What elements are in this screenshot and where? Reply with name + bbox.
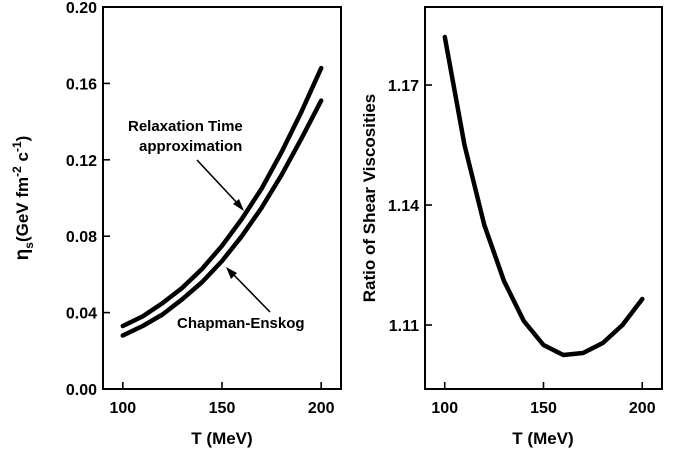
right-x-tick-label: 200 bbox=[629, 400, 656, 417]
left-y-axis-label: ηs(GeV fm-2 c-1) bbox=[10, 136, 36, 261]
right-y-axis-label: Ratio of Shear Viscosities bbox=[360, 94, 379, 302]
right-x-tick-label: 150 bbox=[530, 400, 557, 417]
left-x-axis-label: T (MeV) bbox=[191, 429, 252, 448]
right-plot-frame bbox=[424, 6, 663, 390]
annotation-relaxation-line2: approximation bbox=[139, 138, 242, 155]
left-y-tick-label: 0.00 bbox=[66, 382, 97, 399]
right-x-axis-label: T (MeV) bbox=[512, 429, 573, 448]
annotation-chapman-arrowhead bbox=[226, 267, 237, 279]
left-curves bbox=[120, 65, 324, 338]
left-x-tick-label: 200 bbox=[308, 400, 335, 417]
left-x-tick-label: 150 bbox=[209, 400, 236, 417]
left-x-tick-label: 100 bbox=[109, 400, 136, 417]
right-y-tick-label: 1.14 bbox=[388, 198, 419, 215]
left-panel: 100 150 200 0.00 0.04 0.08 0.12 0.16 0.20 ηs(GeV… bbox=[10, 0, 342, 448]
right-ticks: 100 150 200 1.11 1.14 1.17 bbox=[388, 78, 656, 417]
left-series-line-1 bbox=[120, 98, 324, 338]
right-curves bbox=[442, 34, 645, 358]
right-y-tick-label: 1.11 bbox=[389, 318, 419, 335]
left-y-tick-label: 0.08 bbox=[66, 229, 97, 246]
right-x-tick-label: 100 bbox=[431, 400, 458, 417]
annotation-chapman-arrow bbox=[230, 271, 271, 313]
left-series-line-0 bbox=[120, 65, 324, 329]
left-ticks: 100 150 200 0.00 0.04 0.08 0.12 0.16 0.20 bbox=[66, 0, 335, 417]
left-y-tick-label: 0.12 bbox=[66, 153, 97, 170]
right-series-line-0 bbox=[442, 34, 645, 358]
right-panel: 100 150 200 1.11 1.14 1.17 Ratio of Shear Vis… bbox=[360, 6, 663, 448]
right-y-tick-label: 1.17 bbox=[388, 78, 419, 95]
annotation-chapman-enskog: Chapman-Enskog bbox=[177, 315, 305, 332]
left-y-tick-label: 0.16 bbox=[66, 76, 97, 93]
annotation-relaxation-line1: Relaxation Time bbox=[128, 118, 243, 135]
annotation-relaxation-arrow bbox=[196, 159, 240, 206]
left-y-tick-label: 0.20 bbox=[66, 0, 97, 17]
annotation-relaxation-arrowhead bbox=[233, 199, 244, 211]
left-y-tick-label: 0.04 bbox=[66, 306, 97, 323]
